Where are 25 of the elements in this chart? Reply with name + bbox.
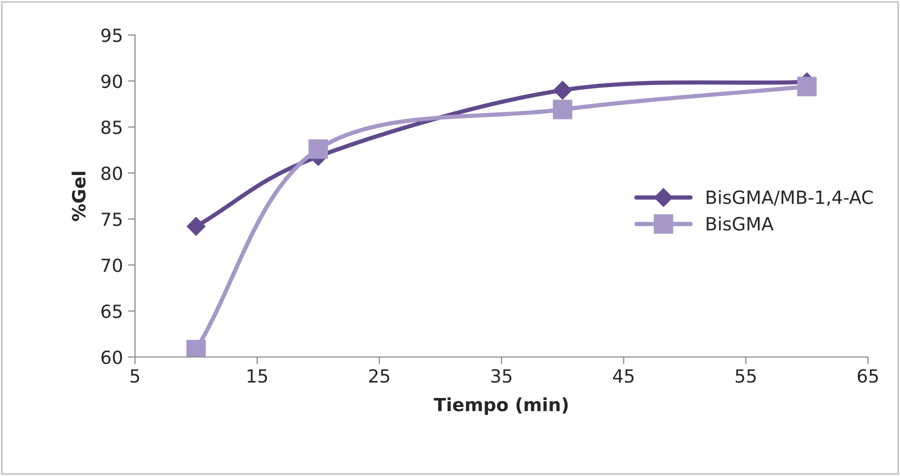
x-tick-label: 65	[858, 369, 878, 383]
point	[552, 100, 572, 120]
point	[186, 217, 206, 236]
y-tick-label: 85	[101, 120, 122, 134]
y-tick-label: 75	[102, 212, 122, 226]
x-tick-label: 55	[736, 369, 756, 383]
x-axis-title: Tiempo (min)	[434, 397, 568, 415]
x-tick-label: 45	[613, 369, 634, 383]
y-tick-label: 80	[101, 166, 122, 180]
x-tick-label: 35	[491, 369, 512, 383]
x-tick-label: 5	[130, 369, 140, 383]
y-tick-label: 65	[101, 304, 122, 318]
y-tick-label: 90	[101, 74, 122, 88]
legend-label: BisGMA/MB-1,4-AC	[706, 190, 873, 206]
point	[186, 340, 206, 357]
legend-label: BisGMA	[706, 216, 774, 231]
point	[553, 80, 572, 100]
y-tick-label: 95	[101, 28, 122, 42]
y-tick-label: 70	[102, 258, 122, 272]
point	[308, 139, 328, 159]
y-axis-title: %Gel	[72, 172, 86, 222]
x-tick-label: 25	[369, 369, 390, 383]
point	[797, 76, 817, 96]
x-tick-label: 15	[248, 369, 268, 383]
y-tick-label: 60	[101, 350, 122, 364]
